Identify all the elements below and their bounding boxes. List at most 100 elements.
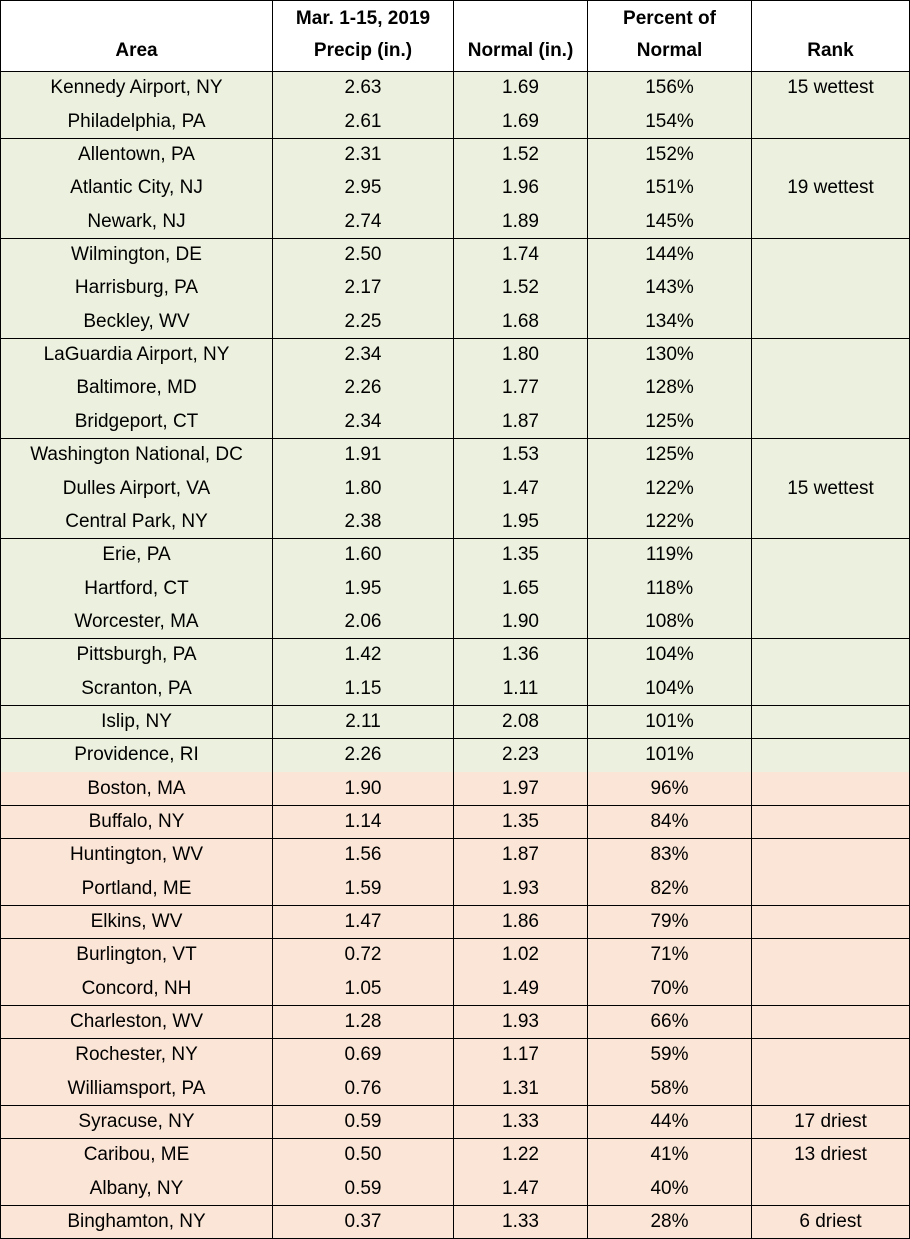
cell-text: 1.91 bbox=[344, 444, 382, 466]
cell-text: 1.90 bbox=[344, 777, 382, 799]
table-cell bbox=[752, 538, 910, 573]
table-cell: 2.08 bbox=[454, 705, 588, 740]
table-cell: 1.22 bbox=[454, 1138, 588, 1173]
cell-text: Worcester, MA bbox=[74, 610, 199, 632]
header-cell: Percent of Normal bbox=[588, 0, 752, 72]
table-cell: 1.35 bbox=[454, 538, 588, 573]
table-cell: 1.69 bbox=[454, 105, 588, 140]
table-cell bbox=[752, 305, 910, 340]
cell-text: 2.23 bbox=[502, 744, 539, 766]
cell-text: 1.89 bbox=[502, 210, 539, 232]
cell-text: 1.05 bbox=[344, 977, 382, 999]
cell-text: 1.49 bbox=[502, 977, 539, 999]
table-cell: 15 wettest bbox=[752, 72, 910, 106]
cell-text: 59% bbox=[650, 1044, 689, 1066]
table-cell: Hartford, CT bbox=[0, 572, 273, 606]
table-cell bbox=[752, 205, 910, 240]
table-cell: Atlantic City, NJ bbox=[0, 172, 273, 206]
table-cell: Syracuse, NY bbox=[0, 1105, 273, 1140]
table-cell bbox=[752, 805, 910, 840]
cell-text: Binghamton, NY bbox=[67, 1211, 206, 1233]
cell-text: 130% bbox=[645, 344, 694, 366]
cell-text: 119% bbox=[645, 544, 694, 566]
cell-text: 2.26 bbox=[344, 377, 382, 399]
header-cell: Area bbox=[0, 0, 273, 72]
table-cell: 1.86 bbox=[454, 905, 588, 940]
table-cell bbox=[752, 972, 910, 1007]
cell-text: 71% bbox=[650, 944, 689, 966]
table-cell: 1.90 bbox=[273, 772, 454, 807]
table-cell: 1.11 bbox=[454, 672, 588, 706]
cell-text: 1.93 bbox=[502, 1011, 539, 1032]
cell-text: 1.68 bbox=[502, 310, 539, 332]
cell-text: 2.34 bbox=[344, 344, 382, 366]
header-text: Normal bbox=[636, 40, 703, 61]
table-cell: 66% bbox=[588, 1005, 752, 1040]
table-cell: 1.59 bbox=[273, 872, 454, 907]
cell-text: 1.65 bbox=[502, 577, 539, 599]
table-cell: 2.38 bbox=[273, 505, 454, 540]
cell-text: 1.90 bbox=[502, 610, 539, 632]
cell-text: Williamsport, PA bbox=[67, 1077, 206, 1099]
cell-text: 1.15 bbox=[344, 677, 382, 699]
table-cell: LaGuardia Airport, NY bbox=[0, 338, 273, 373]
table-cell: 1.14 bbox=[273, 805, 454, 840]
cell-text: 0.69 bbox=[344, 1044, 382, 1066]
cell-text: 128% bbox=[645, 377, 694, 399]
cell-text: Newark, NJ bbox=[87, 210, 186, 232]
table-cell: Boston, MA bbox=[0, 772, 273, 807]
cell-text: 15 wettest bbox=[787, 477, 874, 499]
table-cell: 156% bbox=[588, 72, 752, 106]
cell-text: Washington National, DC bbox=[30, 444, 243, 466]
table-cell: 83% bbox=[588, 838, 752, 873]
cell-text: 1.02 bbox=[502, 944, 539, 966]
table-cell bbox=[752, 1038, 910, 1073]
table-cell: Caribou, ME bbox=[0, 1138, 273, 1173]
table-cell: 19 wettest bbox=[752, 172, 910, 206]
table-cell: 2.61 bbox=[273, 105, 454, 140]
cell-text: 104% bbox=[645, 677, 694, 699]
table-cell: 1.77 bbox=[454, 372, 588, 406]
table-cell: Portland, ME bbox=[0, 872, 273, 907]
table-cell: Newark, NJ bbox=[0, 205, 273, 240]
table-cell: Wilmington, DE bbox=[0, 238, 273, 273]
cell-text: 2.06 bbox=[344, 610, 382, 632]
table-cell: Erie, PA bbox=[0, 538, 273, 573]
cell-text: 1.80 bbox=[502, 344, 539, 366]
table-cell: Scranton, PA bbox=[0, 672, 273, 706]
table-cell: 1.95 bbox=[273, 572, 454, 606]
table-cell bbox=[752, 738, 910, 773]
cell-text: 2.31 bbox=[344, 144, 382, 166]
table-cell: 1.31 bbox=[454, 1072, 588, 1107]
cell-text: 1.87 bbox=[502, 844, 539, 866]
table-cell: 2.31 bbox=[273, 138, 454, 173]
table-cell: Pittsburgh, PA bbox=[0, 638, 273, 673]
table-cell: 2.26 bbox=[273, 738, 454, 773]
table-cell: Williamsport, PA bbox=[0, 1072, 273, 1107]
table-cell: Kennedy Airport, NY bbox=[0, 72, 273, 106]
table-cell: 1.56 bbox=[273, 838, 454, 873]
table-cell bbox=[752, 138, 910, 173]
table-cell: 1.15 bbox=[273, 672, 454, 706]
table-cell: Baltimore, MD bbox=[0, 372, 273, 406]
table-cell: 0.69 bbox=[273, 1038, 454, 1073]
table-cell: 0.50 bbox=[273, 1138, 454, 1173]
table-cell bbox=[752, 1172, 910, 1207]
header-text: Percent of bbox=[623, 8, 716, 29]
header-cell: Normal (in.) bbox=[454, 0, 588, 72]
table-cell: 6 driest bbox=[752, 1205, 910, 1239]
table-cell: 101% bbox=[588, 705, 752, 740]
table-cell bbox=[752, 705, 910, 740]
cell-text: 82% bbox=[650, 877, 689, 899]
table-cell: 1.52 bbox=[454, 138, 588, 173]
table-cell: Elkins, WV bbox=[0, 905, 273, 940]
table-cell: Charleston, WV bbox=[0, 1005, 273, 1040]
cell-text: 1.33 bbox=[502, 1211, 539, 1233]
table-cell bbox=[752, 438, 910, 473]
cell-text: 0.50 bbox=[344, 1144, 382, 1166]
header-text: Rank bbox=[807, 40, 854, 61]
cell-text: 118% bbox=[645, 577, 694, 599]
cell-text: 2.61 bbox=[344, 110, 382, 132]
cell-text: 66% bbox=[650, 1011, 689, 1032]
